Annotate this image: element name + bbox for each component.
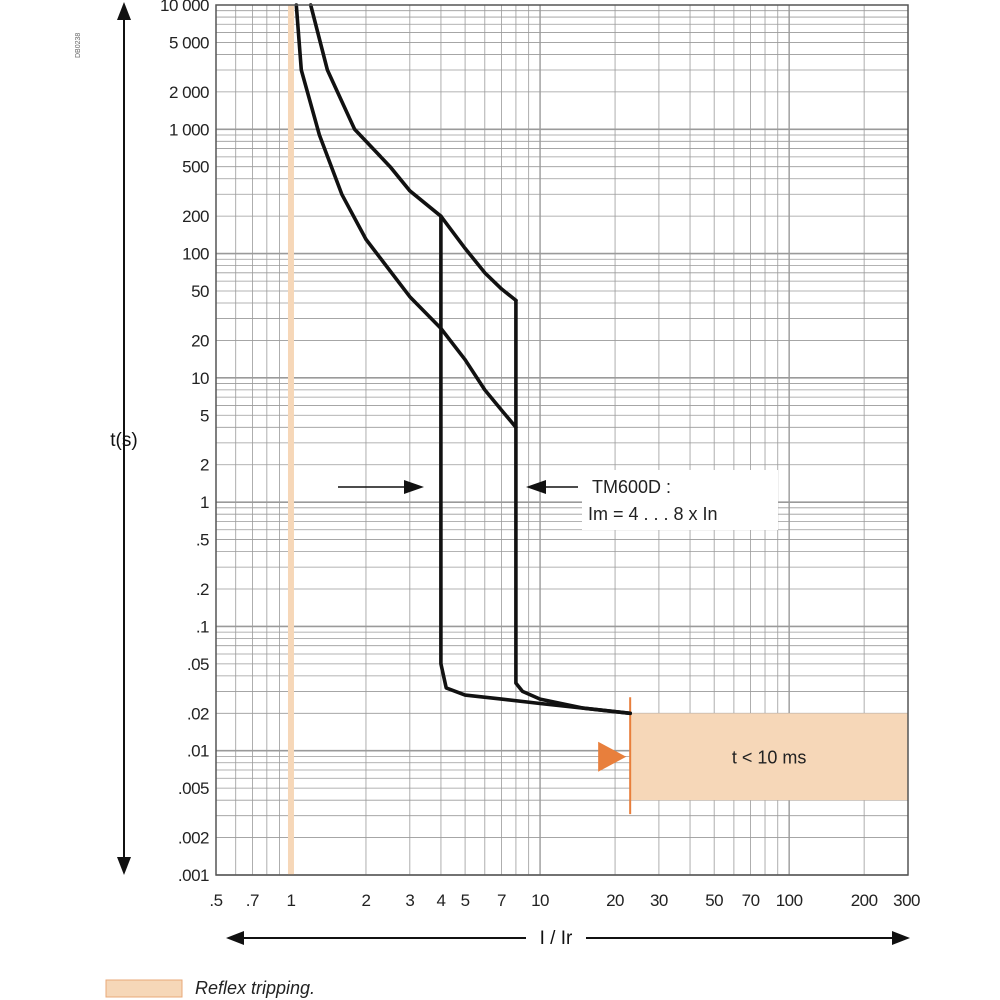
trip-curve-4 — [514, 298, 633, 716]
x-tick-label: 300 — [893, 891, 920, 910]
x-tick-label: 5 — [461, 891, 470, 910]
x-axis-label: I / Ir — [540, 928, 573, 949]
y-tick-labels: 10 000 5 000 2 000 1 000 500 200 100 50 20 10 5 2 1.… — [160, 0, 210, 885]
trip-curve-1 — [294, 3, 518, 430]
y-tick-label: 5 — [200, 406, 209, 425]
y-axis-arrow — [117, 2, 131, 875]
x-tick-label: 4 — [436, 891, 445, 910]
y-tick-label: .005 — [178, 779, 209, 798]
x-tick-label: 7 — [497, 891, 506, 910]
y-tick-label: 20 — [191, 331, 209, 350]
x-tick-label: 1 — [286, 891, 295, 910]
y-tick-label: .05 — [187, 655, 209, 674]
y-axis-label: t(s) — [110, 430, 137, 451]
y-tick-label: 10 — [191, 369, 209, 388]
x-tick-label: 3 — [405, 891, 414, 910]
x-tick-label: 50 — [705, 891, 723, 910]
annotation-device-name: TM600D : — [592, 477, 671, 497]
x-tick-label: .7 — [246, 891, 259, 910]
y-tick-label: 1 000 — [169, 120, 209, 139]
y-tick-label: 200 — [182, 207, 209, 226]
x-tick-label: 2 — [361, 891, 370, 910]
plot-frame — [215, 4, 909, 876]
y-tick-label: .2 — [196, 580, 209, 599]
y-tick-label: 50 — [191, 282, 209, 301]
y-tick-label: 1 — [200, 493, 209, 512]
x-tick-label: 30 — [650, 891, 668, 910]
legend: Reflex tripping. — [105, 978, 315, 998]
legend-label: Reflex tripping. — [195, 978, 315, 998]
reflex-arrow-icon — [598, 741, 627, 772]
reflex-tripping-zone — [630, 713, 908, 801]
y-tick-label: 2 000 — [169, 83, 209, 102]
y-tick-label: .01 — [187, 742, 209, 761]
reflex-tripping-line — [287, 5, 294, 875]
x-tick-label: 200 — [851, 891, 878, 910]
x-tick-label: .5 — [209, 891, 222, 910]
x-tick-label: 70 — [742, 891, 760, 910]
y-tick-label: .02 — [187, 704, 209, 723]
y-tick-label: 5 000 — [169, 33, 209, 52]
y-tick-label: 500 — [182, 158, 209, 177]
x-tick-label: 10 — [531, 891, 549, 910]
curves — [294, 3, 633, 716]
x-tick-label: 100 — [776, 891, 803, 910]
reflex-time-label: t < 10 ms — [732, 748, 807, 768]
y-tick-label: .1 — [196, 617, 209, 636]
x-tick-labels: .5 .7 1 2 3 4 5 7 10 20 30 50 70 100 200 300 — [209, 891, 920, 910]
legend-swatch — [105, 979, 183, 998]
y-tick-label: .002 — [178, 829, 209, 848]
y-tick-label: 100 — [182, 245, 209, 264]
annotation-im-range: Im = 4 . . . 8 x In — [588, 504, 718, 524]
trip-curve-2 — [308, 3, 518, 303]
figure-code: DB0238 — [75, 33, 82, 58]
x-tick-label: 20 — [606, 891, 624, 910]
y-tick-label: 2 — [200, 456, 209, 475]
y-tick-label: .5 — [196, 531, 209, 550]
reflex-zone: t < 10 ms — [287, 5, 908, 875]
y-tick-label: .001 — [178, 866, 209, 885]
y-tick-label: 10 000 — [160, 0, 209, 15]
im-range-annotation: TM600D : Im = 4 . . . 8 x In — [338, 470, 778, 530]
